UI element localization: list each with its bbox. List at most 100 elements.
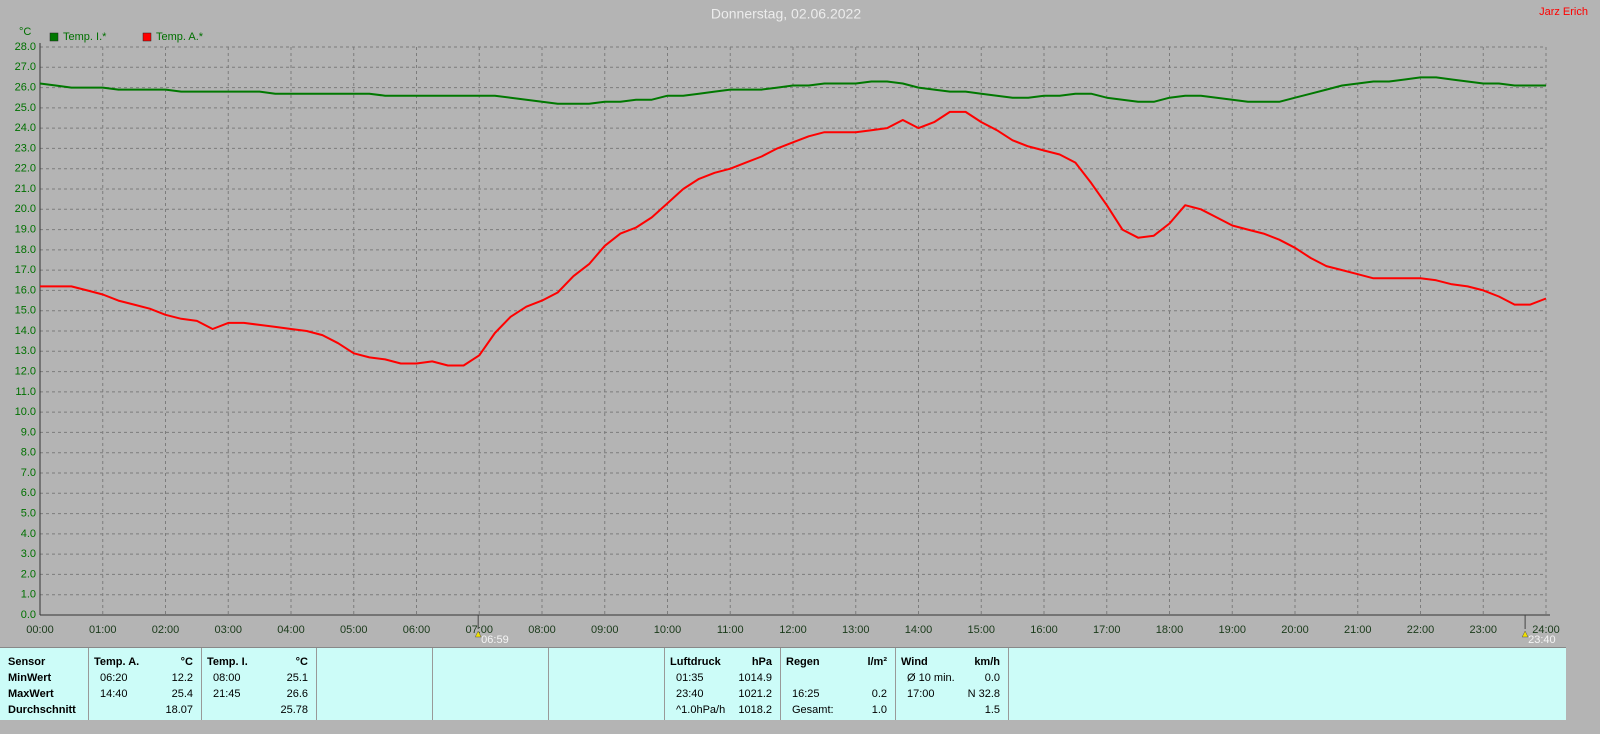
- separator: [88, 648, 89, 720]
- chart: Donnerstag, 02.06.2022 Jarz Erich °C 0.0…: [15, 6, 1588, 646]
- table-cell: 18.07: [165, 704, 193, 716]
- table-cell: 01:35: [676, 672, 704, 684]
- x-tick-label: 12:00: [779, 624, 807, 636]
- separator: [895, 648, 896, 720]
- table-cell: 25.78: [280, 704, 308, 716]
- table-cell: N 32.8: [967, 688, 1000, 700]
- x-tick-label: 02:00: [152, 624, 180, 636]
- y-tick-label: 9.0: [21, 426, 36, 438]
- y-tick-label: 3.0: [21, 548, 36, 560]
- y-tick-label: 12.0: [15, 365, 36, 377]
- y-tick-label: 2.0: [21, 568, 36, 580]
- separator: [316, 648, 317, 720]
- y-tick-label: 7.0: [21, 467, 36, 479]
- table-cell: 23:40: [676, 688, 704, 700]
- annotation: 06:59: [481, 634, 509, 646]
- x-tick-label: 11:00: [717, 624, 744, 636]
- table-cell: 17:00: [907, 688, 935, 700]
- y-tick-label: 28.0: [15, 41, 36, 53]
- series-line: [39, 76, 1546, 105]
- separator: [548, 648, 549, 720]
- x-tick-label: 07:00: [465, 624, 493, 636]
- y-tick-label: 11.0: [15, 386, 36, 398]
- y-tick-label: 6.0: [21, 487, 36, 499]
- y-tick-label: 27.0: [15, 61, 36, 73]
- table-cell: ^1.0hPa/h: [676, 704, 726, 716]
- x-tick-label: 01:00: [89, 624, 117, 636]
- y-unit: °C: [19, 26, 31, 38]
- table-cell: 1014.9: [738, 672, 772, 684]
- separator: [201, 648, 202, 720]
- table-cell: Luftdruck: [670, 656, 721, 668]
- table-cell: °C: [295, 656, 308, 668]
- table-cell: 1021.2: [738, 688, 772, 700]
- y-tick-label: 8.0: [21, 447, 36, 459]
- x-tick-label: 20:00: [1281, 624, 1309, 636]
- table-cell: 0.2: [871, 688, 887, 700]
- y-tick-label: 5.0: [21, 507, 36, 519]
- table-cell: 1.5: [984, 704, 1000, 716]
- separator: [780, 648, 781, 720]
- y-tick-label: 26.0: [15, 81, 36, 93]
- table-cell: Gesamt:: [792, 704, 834, 716]
- table-cell: 21:45: [213, 688, 241, 700]
- table-cell: 08:00: [213, 672, 241, 684]
- y-tick-label: 4.0: [21, 528, 36, 540]
- x-tick-label: 14:00: [905, 624, 933, 636]
- table-cell: 12.2: [171, 672, 193, 684]
- y-tick-label: 22.0: [15, 163, 36, 175]
- series-line: [40, 110, 1547, 367]
- table-cell: MinWert: [8, 672, 52, 684]
- legend-label: Temp. I.*: [63, 31, 107, 43]
- table-cell: Wind: [901, 656, 928, 668]
- legend-swatch: [49, 32, 59, 42]
- table-cell: Regen: [786, 656, 820, 668]
- y-tick-label: 0.0: [21, 609, 36, 621]
- author: Jarz Erich: [1539, 6, 1588, 18]
- x-tick-label: 22:00: [1407, 624, 1435, 636]
- table-cell: l/m²: [867, 656, 887, 668]
- x-tick-label: 09:00: [591, 624, 619, 636]
- sun-icon: [474, 630, 482, 638]
- y-tick-label: 25.0: [15, 102, 36, 114]
- chart-title: Donnerstag, 02.06.2022: [711, 6, 861, 22]
- x-tick-label: 08:00: [528, 624, 556, 636]
- x-tick-label: 04:00: [277, 624, 305, 636]
- y-tick-label: 18.0: [15, 244, 36, 256]
- table-cell: MaxWert: [8, 688, 54, 700]
- legend-label: Temp. A.*: [156, 31, 204, 43]
- x-tick-label: 10:00: [654, 624, 682, 636]
- table-cell: Sensor: [8, 656, 46, 668]
- table-cell: km/h: [974, 656, 1000, 668]
- table-cell: 1.0: [871, 704, 887, 716]
- x-tick-label: 16:00: [1030, 624, 1058, 636]
- x-tick-label: 05:00: [340, 624, 368, 636]
- stats-panel: Sensor MinWert MaxWert Durchschnitt Temp. A.…: [0, 647, 1566, 720]
- separator: [664, 648, 665, 720]
- separator: [1008, 648, 1009, 720]
- table-cell: 16:25: [792, 688, 820, 700]
- y-tick-label: 16.0: [15, 284, 36, 296]
- table-cell: 0.0: [984, 672, 1000, 684]
- y-tick-label: 15.0: [15, 305, 36, 317]
- table-cell: 25.4: [171, 688, 193, 700]
- table-cell: 1018.2: [738, 704, 772, 716]
- x-tick-label: 17:00: [1093, 624, 1121, 636]
- separator: [432, 648, 433, 720]
- y-tick-label: 21.0: [15, 183, 36, 195]
- annotation: 23:40: [1528, 634, 1556, 646]
- table-cell: 25.1: [286, 672, 308, 684]
- table-cell: °C: [180, 656, 193, 668]
- x-tick-label: 03:00: [214, 624, 242, 636]
- sun-icon: [1521, 630, 1529, 638]
- y-tick-label: 17.0: [15, 264, 36, 276]
- table-cell: 06:20: [100, 672, 128, 684]
- y-tick-label: 24.0: [15, 122, 36, 134]
- x-tick-label: 15:00: [967, 624, 995, 636]
- table-cell: Durchschnitt: [8, 704, 76, 716]
- table-cell: Temp. I.: [207, 656, 248, 668]
- x-tick-label: 18:00: [1156, 624, 1184, 636]
- y-tick-label: 13.0: [15, 345, 36, 357]
- table-cell: hPa: [751, 656, 772, 668]
